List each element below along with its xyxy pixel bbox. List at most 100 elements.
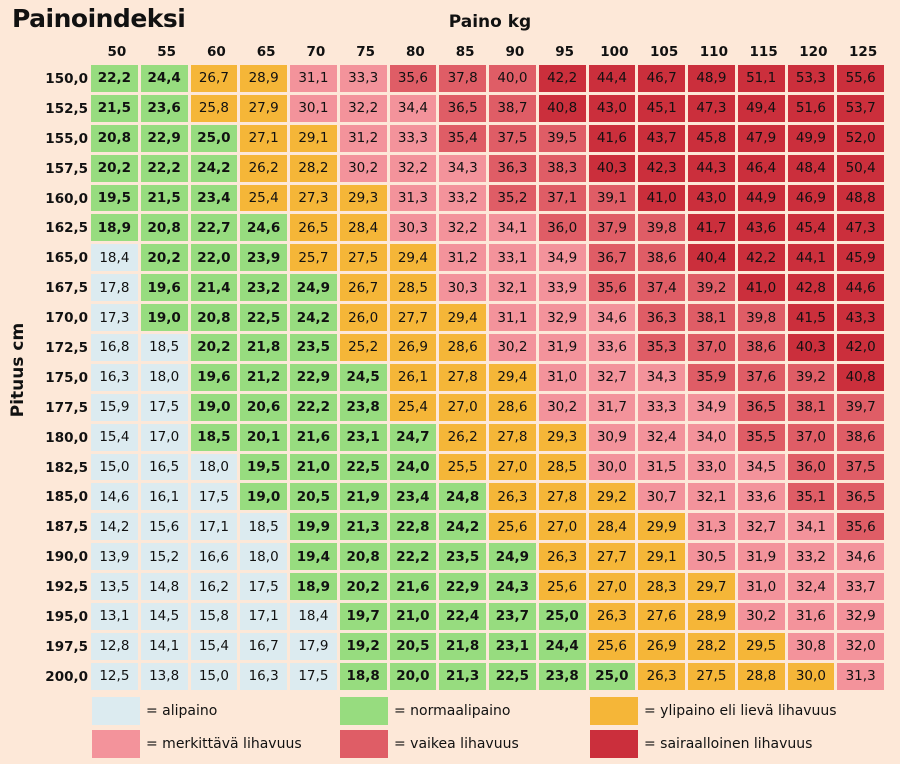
bmi-cell: 24,5 bbox=[339, 363, 387, 391]
bmi-cell: 33,3 bbox=[339, 65, 387, 92]
bmi-cell: 35,6 bbox=[389, 65, 437, 92]
bmi-cell: 43,0 bbox=[588, 94, 636, 122]
bmi-cell: 16,1 bbox=[140, 483, 188, 511]
bmi-cell: 51,6 bbox=[787, 94, 835, 122]
bmi-cell: 34,1 bbox=[489, 214, 536, 242]
bmi-cell: 40,3 bbox=[787, 334, 835, 361]
bmi-cell: 22,8 bbox=[389, 513, 437, 541]
bmi-cell: 19,0 bbox=[190, 393, 238, 421]
legend-swatch bbox=[590, 730, 638, 758]
bmi-cell: 28,2 bbox=[290, 154, 337, 182]
bmi-cell: 30,9 bbox=[588, 423, 636, 451]
chart-title: Painoindeksi bbox=[12, 4, 186, 33]
bmi-cell: 25,8 bbox=[190, 94, 238, 122]
legend-label: = merkittävä lihavuus bbox=[146, 736, 302, 752]
height-tick-label: 162,5 bbox=[45, 220, 88, 237]
bmi-cell: 38,1 bbox=[688, 304, 735, 332]
bmi-cell: 42,2 bbox=[737, 244, 785, 272]
bmi-cell: 21,5 bbox=[91, 94, 138, 122]
bmi-cell: 25,4 bbox=[240, 184, 287, 212]
bmi-cell: 28,6 bbox=[489, 393, 536, 421]
bmi-cell: 44,3 bbox=[688, 154, 735, 182]
bmi-cell: 23,5 bbox=[290, 334, 337, 361]
bmi-cell: 24,8 bbox=[439, 483, 486, 511]
bmi-cell: 39,5 bbox=[538, 124, 586, 152]
bmi-cell: 44,4 bbox=[588, 65, 636, 92]
bmi-cell: 20,2 bbox=[140, 244, 188, 272]
weight-tick-label: 125 bbox=[849, 44, 878, 60]
bmi-cell: 34,4 bbox=[389, 94, 437, 122]
bmi-cell: 26,2 bbox=[439, 423, 486, 451]
bmi-cell: 14,2 bbox=[91, 513, 138, 541]
bmi-cell: 24,6 bbox=[240, 214, 287, 242]
bmi-cell: 36,0 bbox=[538, 214, 586, 242]
bmi-cell: 16,2 bbox=[190, 573, 238, 601]
bmi-cell: 46,7 bbox=[638, 65, 685, 92]
legend-item-morbid: = sairaalloinen lihavuus bbox=[590, 730, 812, 758]
bmi-cell: 16,7 bbox=[240, 632, 287, 660]
height-tick-label: 157,5 bbox=[45, 160, 88, 177]
bmi-cell: 32,7 bbox=[588, 363, 636, 391]
bmi-cell: 30,3 bbox=[439, 274, 486, 302]
bmi-cell: 32,4 bbox=[638, 423, 685, 451]
bmi-cell: 20,8 bbox=[190, 304, 238, 332]
bmi-cell: 46,9 bbox=[787, 184, 835, 212]
bmi-cell: 26,0 bbox=[339, 304, 387, 332]
bmi-cell: 34,3 bbox=[439, 154, 486, 182]
bmi-cell: 19,9 bbox=[290, 513, 337, 541]
bmi-cell: 36,5 bbox=[737, 393, 785, 421]
bmi-cell: 20,1 bbox=[240, 423, 287, 451]
bmi-cell: 32,2 bbox=[389, 154, 437, 182]
bmi-cell: 19,0 bbox=[240, 483, 287, 511]
bmi-cell: 27,3 bbox=[290, 184, 337, 212]
bmi-cell: 22,2 bbox=[290, 393, 337, 421]
bmi-cell: 38,6 bbox=[638, 244, 685, 272]
bmi-cell: 21,9 bbox=[339, 483, 387, 511]
bmi-cell: 23,8 bbox=[339, 393, 387, 421]
bmi-cell: 23,9 bbox=[240, 244, 287, 272]
bmi-cell: 39,2 bbox=[688, 274, 735, 302]
bmi-cell: 25,2 bbox=[339, 334, 387, 361]
bmi-cell: 17,0 bbox=[140, 423, 188, 451]
bmi-cell: 31,2 bbox=[439, 244, 486, 272]
bmi-cell: 25,0 bbox=[190, 124, 238, 152]
bmi-cell: 40,3 bbox=[588, 154, 636, 182]
bmi-cell: 16,3 bbox=[91, 363, 138, 391]
bmi-cell: 28,8 bbox=[737, 662, 785, 690]
bmi-cell: 49,9 bbox=[787, 124, 835, 152]
bmi-cell: 31,0 bbox=[538, 363, 586, 391]
height-tick-label: 177,5 bbox=[45, 399, 88, 416]
bmi-cell: 31,5 bbox=[638, 453, 685, 481]
bmi-cell: 26,9 bbox=[389, 334, 437, 361]
bmi-cell: 26,3 bbox=[538, 543, 586, 571]
bmi-cell: 35,5 bbox=[737, 423, 785, 451]
legend-swatch bbox=[340, 697, 388, 725]
legend-label: = sairaalloinen lihavuus bbox=[644, 736, 813, 752]
bmi-cell: 40,0 bbox=[489, 65, 536, 92]
bmi-cell: 17,1 bbox=[190, 513, 238, 541]
height-tick-label: 150,0 bbox=[45, 71, 88, 87]
height-tick-label: 182,5 bbox=[45, 459, 88, 476]
bmi-cell: 41,7 bbox=[688, 214, 735, 242]
weight-tick-label: 70 bbox=[306, 44, 326, 60]
bmi-cell: 18,4 bbox=[91, 244, 138, 272]
bmi-cell: 26,1 bbox=[389, 363, 437, 391]
bmi-cell: 21,6 bbox=[290, 423, 337, 451]
legend-item-overweight: = ylipaino eli lievä lihavuus bbox=[590, 697, 837, 725]
bmi-cell: 15,0 bbox=[190, 662, 238, 690]
bmi-cell: 19,6 bbox=[140, 274, 188, 302]
bmi-cell: 22,4 bbox=[439, 603, 486, 630]
bmi-cell: 21,8 bbox=[240, 334, 287, 361]
bmi-cell: 35,4 bbox=[439, 124, 486, 152]
bmi-cell: 46,4 bbox=[737, 154, 785, 182]
bmi-cell: 33,2 bbox=[439, 184, 486, 212]
bmi-cell: 32,2 bbox=[439, 214, 486, 242]
bmi-cell: 39,7 bbox=[837, 393, 884, 421]
bmi-cell: 53,3 bbox=[787, 65, 835, 92]
bmi-cell: 19,6 bbox=[190, 363, 238, 391]
bmi-cell: 24,9 bbox=[290, 274, 337, 302]
height-tick-label: 152,5 bbox=[45, 100, 88, 117]
legend-swatch bbox=[340, 730, 388, 758]
bmi-cell: 15,4 bbox=[91, 423, 138, 451]
bmi-cell: 20,0 bbox=[389, 662, 437, 690]
